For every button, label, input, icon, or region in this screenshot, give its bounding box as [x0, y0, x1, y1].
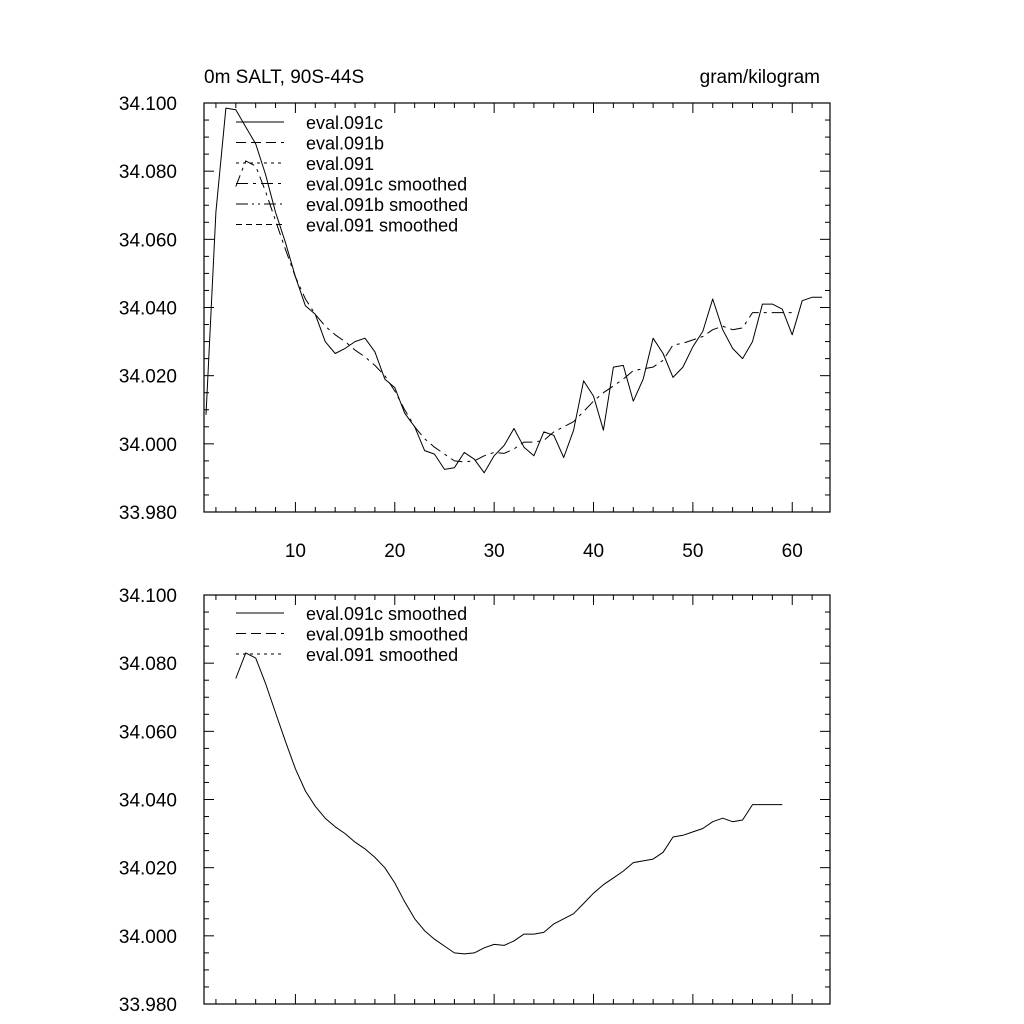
bottom-y-tick-label: 34.080	[119, 654, 177, 675]
bottom-legend-label: eval.091 smoothed	[306, 645, 458, 665]
top-x-tick-label: 20	[384, 541, 405, 562]
top-panel-axes: 33.980 34.000 34.020 34.040 34.060 34.080 34.1…	[119, 94, 831, 562]
top-y-tick-label: 34.100	[119, 94, 177, 115]
top-panel-title: 0m SALT, 90S-44S	[204, 67, 364, 88]
bottom-y-tick-label: 34.000	[119, 927, 177, 948]
top-legend-label: eval.091	[306, 154, 374, 174]
top-legend-label: eval.091c smoothed	[306, 175, 467, 195]
top-y-tick-label: 34.080	[119, 162, 177, 183]
bottom-panel-series	[235, 652, 783, 955]
top-legend-label: eval.091 smoothed	[306, 216, 458, 236]
bottom-y-tick-label: 34.100	[119, 586, 177, 607]
top-series-eval-091c-smoothed	[235, 160, 793, 463]
bottom-y-tick-label: 34.020	[119, 859, 177, 880]
top-legend-label: eval.091c	[306, 113, 383, 133]
bottom-y-tick-label: 34.040	[119, 791, 177, 812]
top-panel-units: gram/kilogram	[700, 67, 820, 88]
top-y-tick-label: 34.040	[119, 299, 177, 320]
bottom-panel-axes: 33.980 34.000 34.020 34.040 34.060 34.080 34.1…	[119, 586, 831, 1016]
top-x-tick-label: 10	[285, 541, 306, 562]
bottom-y-tick-label: 33.980	[119, 995, 177, 1016]
bottom-legend-label: eval.091c smoothed	[306, 604, 467, 624]
top-panel: 0m SALT, 90S-44S gram/kilogram 33.980 34.…	[119, 67, 831, 562]
top-y-tick-label: 33.980	[119, 503, 177, 524]
bottom-series-eval-091c-smoothed	[235, 652, 783, 955]
bottom-legend-label: eval.091b smoothed	[306, 625, 468, 645]
bottom-y-tick-label: 34.060	[119, 722, 177, 743]
bottom-panel: 33.980 34.000 34.020 34.040 34.060 34.080 34.1…	[119, 586, 831, 1016]
top-x-tick-label: 30	[484, 541, 505, 562]
top-panel-series	[205, 107, 823, 474]
top-y-tick-label: 34.060	[119, 230, 177, 251]
top-series-eval-091c	[205, 107, 823, 474]
top-legend-label: eval.091b	[306, 134, 384, 154]
top-x-tick-label: 40	[583, 541, 604, 562]
top-y-tick-label: 34.000	[119, 435, 177, 456]
top-x-tick-label: 60	[782, 541, 803, 562]
top-legend-label: eval.091b smoothed	[306, 195, 468, 215]
top-x-tick-label: 50	[682, 541, 703, 562]
top-y-tick-label: 34.020	[119, 367, 177, 388]
